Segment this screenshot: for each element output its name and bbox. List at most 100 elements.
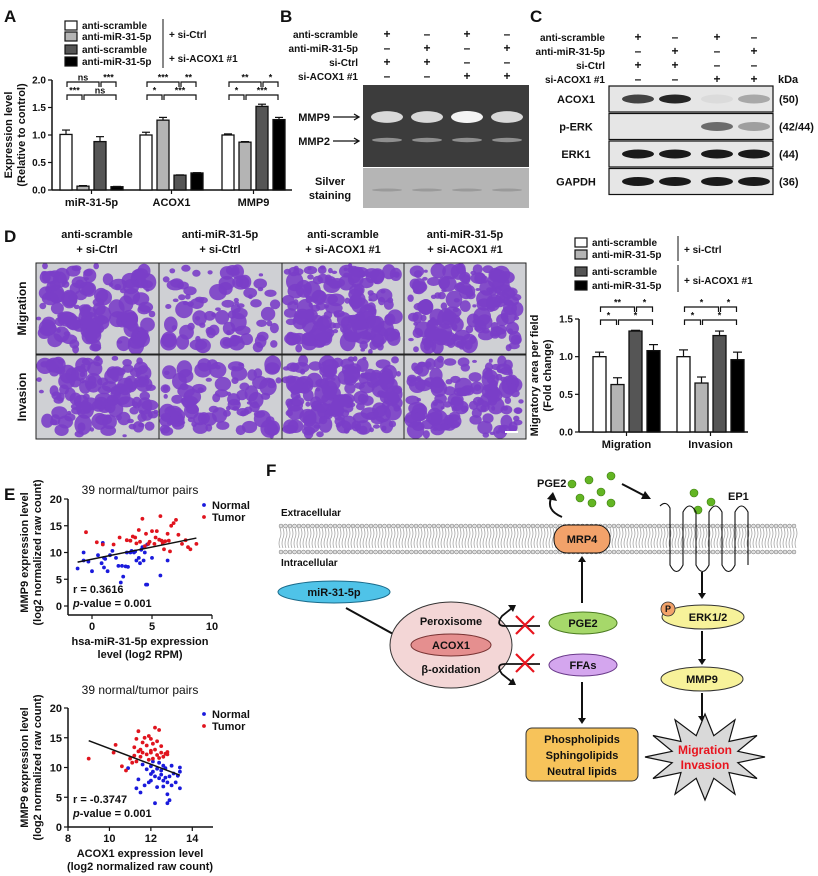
y-tick-label: 10 [50, 763, 62, 775]
data-point-tumor [166, 538, 171, 543]
cell-blob [178, 294, 186, 301]
lipid-head [535, 549, 540, 555]
legend-swatch [574, 280, 588, 291]
cell-blob [275, 377, 282, 384]
lipid-head [751, 523, 756, 529]
cell-blob [108, 282, 114, 287]
significance-bracket [163, 94, 197, 100]
lipid-head [436, 523, 441, 529]
arrowhead [508, 678, 516, 685]
lipid-head [773, 523, 779, 529]
cell-blob [330, 400, 344, 416]
lipid-head [391, 549, 396, 555]
legend-swatch [64, 56, 78, 67]
data-point-normal [114, 556, 118, 560]
cell-blob [206, 327, 216, 339]
pge2-molecule [689, 488, 699, 498]
data-point-normal [90, 569, 94, 574]
lipid-head [283, 523, 288, 529]
data-point-tumor [149, 737, 153, 741]
mrp4-transporter [553, 524, 611, 554]
cell-blob [368, 298, 373, 302]
legend-label: Normal [212, 500, 250, 512]
cell-blob [170, 278, 184, 288]
cell-blob [495, 430, 500, 434]
data-point-normal [153, 801, 157, 806]
data-point-normal [169, 783, 174, 788]
lipid-head [409, 549, 414, 555]
lipid-head [724, 549, 729, 555]
data-point-normal [163, 775, 168, 780]
cell-blob [425, 358, 436, 370]
mmp2-band [412, 137, 442, 143]
lipid-head [760, 549, 765, 555]
lipid-head [472, 523, 477, 529]
cell-blob [406, 421, 425, 439]
legend-label: anti-miR-31-5p [82, 57, 151, 68]
significance-bracket [146, 94, 163, 100]
column-header: anti-scramble [61, 229, 133, 241]
data-point-tumor [84, 530, 88, 535]
cell-blob [356, 403, 365, 411]
significance-bracket [228, 94, 245, 100]
mmp2-band [492, 137, 522, 143]
lipid-head [395, 523, 401, 529]
legend-marker [202, 503, 206, 507]
lipid-head [386, 523, 392, 529]
cell-blob [353, 321, 369, 330]
lipid-head [526, 523, 531, 529]
arrowhead [698, 659, 706, 665]
legend-label: Normal [212, 709, 250, 721]
cell-blob [95, 404, 102, 410]
cell-blob [442, 263, 460, 280]
cell-blob [355, 311, 365, 321]
lipid-head [350, 523, 356, 529]
data-point-normal [159, 772, 164, 777]
significance-label: ns [95, 86, 106, 96]
lipid-head [481, 549, 486, 555]
zymography-gel [363, 85, 529, 167]
lipids-box [525, 727, 639, 782]
legend-swatch [64, 44, 78, 55]
data-point-tumor [111, 542, 116, 547]
legend-label: anti-scramble [82, 45, 147, 56]
cell-blob [42, 262, 48, 270]
cell-blob [93, 262, 99, 270]
data-point-tumor [153, 747, 157, 752]
legend-label: anti-scramble [82, 21, 147, 32]
cell-blob [438, 276, 450, 290]
cell-blob [165, 304, 172, 309]
pge2-molecule [575, 493, 585, 503]
data-point-tumor [138, 754, 143, 759]
cell-blob [59, 384, 70, 395]
data-point-normal [165, 801, 170, 806]
significance-label: *** [69, 86, 80, 96]
data-point-tumor [144, 752, 149, 757]
data-point-normal [167, 774, 172, 779]
cell-blob [248, 294, 253, 300]
cell-blob [380, 289, 386, 294]
cell-blob [370, 325, 388, 346]
lipid-head [440, 549, 446, 555]
p-value-text: -value = 0.001 [80, 808, 152, 820]
cell-blob [407, 294, 414, 302]
cell-blob [460, 405, 469, 413]
lipid-head [400, 549, 405, 555]
lipid-head [553, 549, 558, 555]
data-point-tumor [165, 531, 170, 536]
legend-swatch [574, 266, 588, 277]
cell-blob [81, 357, 94, 366]
x-tick-label: 10 [206, 621, 218, 633]
cell-blob [287, 419, 304, 433]
lipid-head [485, 549, 491, 555]
data-point-normal [99, 561, 104, 566]
condition-label: si-ACOX1 #1 [298, 72, 358, 83]
condition-label: anti-miR-31-5p [289, 44, 358, 55]
data-point-normal [141, 558, 146, 563]
data-point-tumor [157, 756, 162, 760]
cell-blob [283, 268, 291, 275]
cell-blob [364, 268, 380, 279]
condition-sign: – [464, 41, 471, 55]
cell-blob [77, 422, 86, 432]
cell-blob [305, 401, 311, 407]
